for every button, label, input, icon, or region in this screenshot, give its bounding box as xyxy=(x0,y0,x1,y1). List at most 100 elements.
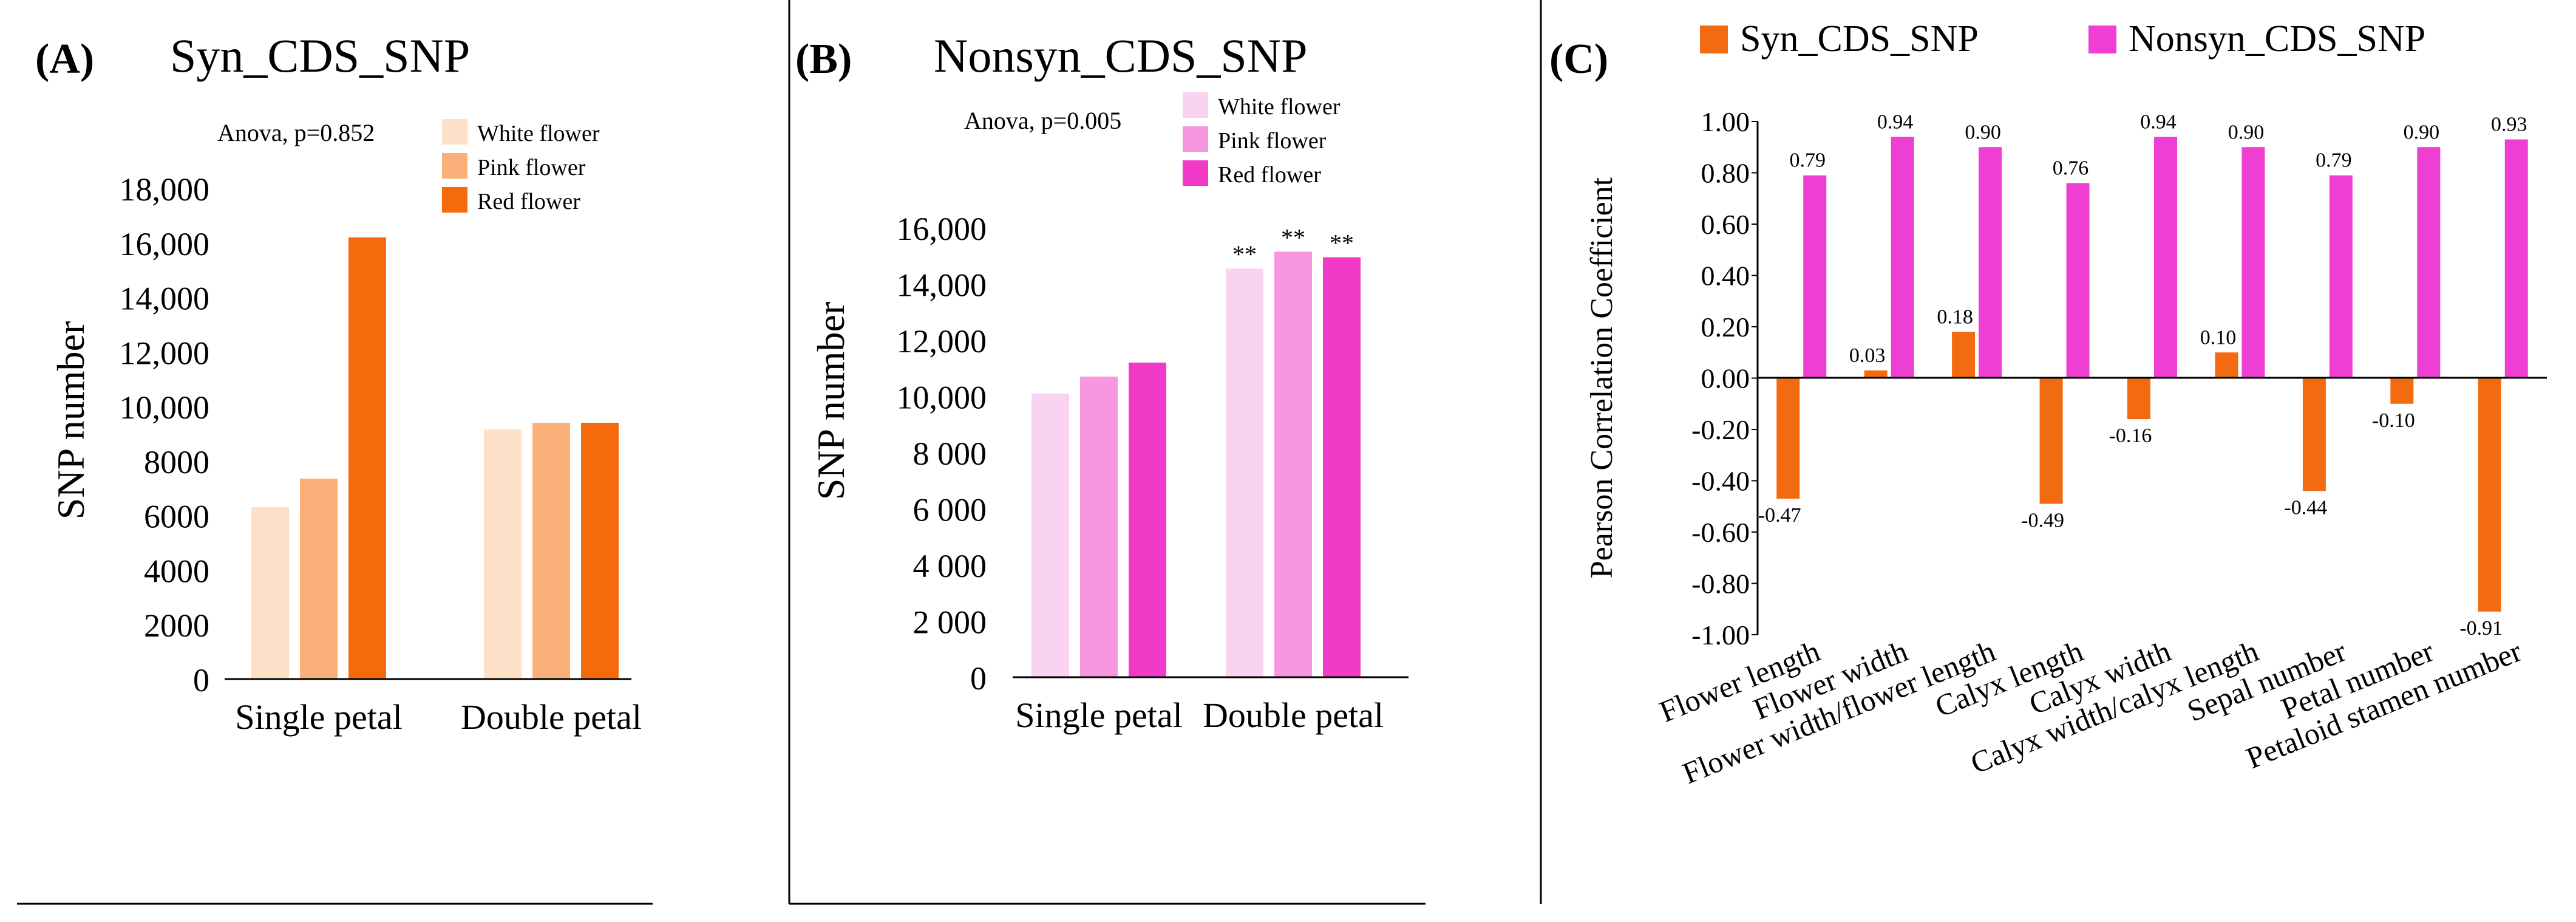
panel-c-bar xyxy=(2302,378,2326,491)
panel-a-y-tick-label: 14,000 xyxy=(120,281,210,317)
panel-c-value-label: 0.90 xyxy=(2404,121,2440,143)
panel-c-value-label: 0.18 xyxy=(1937,306,1973,328)
panel-c-value-label: -0.16 xyxy=(2109,425,2152,447)
panel-c-legend-label: Nonsyn_CDS_SNP xyxy=(2129,18,2425,60)
panel-a-bar xyxy=(300,479,338,679)
panel-b: (B) Nonsyn_CDS_SNP Anova, p=0.005 SNP nu… xyxy=(795,29,1409,735)
panel-c-value-labels: -0.47 0.79 0.03 0.94 0.18 0.90 -0.49 0.76 -0.16 0… xyxy=(1758,111,2527,640)
panel-c-bar xyxy=(1776,378,1800,499)
panel-c-value-label: -0.49 xyxy=(2021,510,2064,532)
panel-a-y-tick-label: 2000 xyxy=(144,607,209,644)
panel-a-legend-label: Pink flower xyxy=(477,155,586,180)
panel-b-legend-swatch xyxy=(1183,126,1208,152)
panel-c-bar xyxy=(1891,137,1914,378)
panel-c-bars xyxy=(1776,137,2528,612)
panel-c-value-label: 0.90 xyxy=(1965,121,2001,143)
panel-c-legend: Syn_CDS_SNP Nonsyn_CDS_SNP xyxy=(1700,18,2425,60)
panel-c-value-label: 0.94 xyxy=(2140,111,2177,133)
panel-c-legend-label: Syn_CDS_SNP xyxy=(1740,18,1979,60)
panel-b-letter: (B) xyxy=(795,36,852,83)
panel-a-bars xyxy=(251,237,619,679)
panel-a-legend-label: White flower xyxy=(477,121,600,146)
panel-b-y-tick-label: 12,000 xyxy=(897,323,987,360)
panel-b-y-tick-label: 2 000 xyxy=(913,604,987,641)
panel-c-bar xyxy=(2241,147,2265,378)
panel-a-bar xyxy=(581,423,619,679)
panel-a-y-tick-label: 10,000 xyxy=(120,389,210,426)
panel-b-legend-label: Pink flower xyxy=(1218,128,1327,154)
panel-a-title: Syn_CDS_SNP xyxy=(170,29,470,82)
panel-a: (A) Syn_CDS_SNP Anova, p=0.852 SNP numbe… xyxy=(35,29,642,737)
panel-c-y-tick-label: -0.40 xyxy=(1691,466,1750,497)
panel-c-y-tick-label: 0.40 xyxy=(1701,261,1750,292)
panel-c-bar xyxy=(2127,378,2150,420)
panel-a-legend-swatch xyxy=(442,153,467,179)
panel-a-y-axis-label: SNP number xyxy=(49,321,92,520)
panel-a-bar xyxy=(251,507,289,679)
panel-c-legend-swatch xyxy=(2088,26,2116,53)
panel-c-value-label: 0.79 xyxy=(2316,149,2352,172)
panel-b-y-axis-label: SNP number xyxy=(809,302,852,500)
panel-c-bar xyxy=(2390,378,2414,404)
panel-b-legend-label: White flower xyxy=(1218,94,1341,120)
panel-c-bar xyxy=(1864,370,1888,378)
panel-c-y-axis-label: Pearson Correlation Coefficient xyxy=(1585,177,1619,578)
panel-a-legend-swatch xyxy=(442,119,467,145)
panel-b-legend-swatch xyxy=(1183,160,1208,186)
panel-c-letter: (C) xyxy=(1549,36,1608,83)
panel-c-value-label: -0.91 xyxy=(2459,617,2503,640)
panel-b-significance-mark: ** xyxy=(1330,230,1354,257)
panel-b-y-tick-label: 8 000 xyxy=(913,435,987,472)
panel-b-y-tick-label: 10,000 xyxy=(897,380,987,416)
panel-a-y-tick-label: 6000 xyxy=(144,499,209,535)
panel-a-y-tick-label: 18,000 xyxy=(120,171,210,208)
panel-b-bar xyxy=(1031,393,1069,677)
panel-c-value-label: -0.47 xyxy=(1758,504,1801,527)
panel-c-bar xyxy=(2478,378,2501,612)
panel-b-legend-label: Red flower xyxy=(1218,162,1321,188)
panel-a-anova: Anova, p=0.852 xyxy=(217,119,375,146)
panel-c: (C) Pearson Correlation Coefficient -1.0… xyxy=(1549,18,2547,790)
panel-b-bar xyxy=(1323,257,1361,677)
panel-c-bar xyxy=(2039,378,2063,504)
panel-c-value-label: -0.10 xyxy=(2372,409,2415,432)
panel-c-value-label: 0.90 xyxy=(2228,121,2265,143)
panel-c-y-tick-label: 0.60 xyxy=(1701,209,1750,240)
panel-b-bar xyxy=(1274,251,1312,677)
panel-c-legend-swatch xyxy=(1700,26,1728,53)
panel-c-y-tick-label: 0.00 xyxy=(1701,363,1750,394)
panel-a-y-tick-label: 8000 xyxy=(144,444,209,480)
panel-c-y-tick-label: -1.00 xyxy=(1691,620,1750,651)
panel-b-y-tick-label: 16,000 xyxy=(897,211,987,247)
panel-c-value-label: -0.44 xyxy=(2284,496,2327,519)
panel-a-bar xyxy=(532,423,570,679)
panel-a-x-label: Single petal xyxy=(235,697,402,737)
panel-a-y-ticks: 0 2000 4000 6000 8000 10,000 12,000 14,000 16,00… xyxy=(120,171,210,698)
panel-c-bar xyxy=(2329,175,2353,378)
panel-a-y-tick-label: 4000 xyxy=(144,553,209,589)
panel-c-bar xyxy=(2417,147,2441,378)
panel-b-significance-mark: ** xyxy=(1281,224,1305,251)
panel-b-y-tick-label: 0 xyxy=(970,660,987,697)
panel-c-y-tick-label: 0.80 xyxy=(1701,158,1750,189)
panel-b-bar xyxy=(1129,363,1166,677)
panel-c-value-label: 0.79 xyxy=(1789,149,1826,172)
panel-c-bar xyxy=(1979,147,2002,378)
panel-a-y-tick-label: 16,000 xyxy=(120,226,210,262)
panel-c-bar xyxy=(1952,332,1976,378)
panel-c-bar xyxy=(1803,175,1827,378)
panel-b-bars: ** ** ** xyxy=(1031,224,1361,677)
panel-b-x-label: Single petal xyxy=(1015,695,1182,735)
panel-c-y-tick-label: -0.20 xyxy=(1691,414,1750,445)
panel-b-anova: Anova, p=0.005 xyxy=(964,107,1121,134)
panel-c-bar xyxy=(2215,352,2238,378)
panel-a-letter: (A) xyxy=(35,36,94,83)
panel-a-legend-swatch xyxy=(442,187,467,213)
panel-c-value-label: 0.03 xyxy=(1849,344,1886,367)
panel-c-y-tick-label: -0.80 xyxy=(1691,569,1750,599)
panel-b-legend: White flower Pink flower Red flower xyxy=(1183,92,1341,188)
panel-b-x-labels: Single petal Double petal xyxy=(1015,695,1384,735)
panel-b-y-ticks: 0 2 000 4 000 6 000 8 000 10,000 12,000 14,000 1… xyxy=(897,211,987,697)
panel-c-y-tick-label: 0.20 xyxy=(1701,312,1750,343)
